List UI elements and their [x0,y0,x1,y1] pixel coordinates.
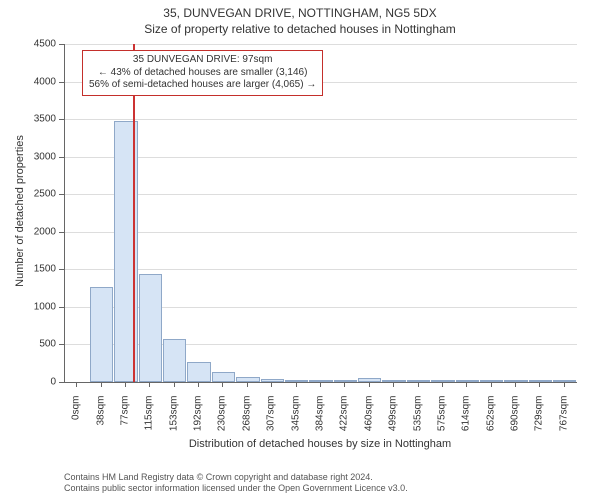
y-tick-label: 0 [24,377,56,388]
x-tick-mark [174,382,175,387]
y-axis-label: Number of detached properties [14,111,26,311]
x-tick-label: 77sqm [119,396,130,446]
bar [212,372,235,382]
gridline [65,119,577,120]
x-tick-label: 614sqm [461,396,472,446]
x-tick-mark [222,382,223,387]
annotation-line: 56% of semi-detached houses are larger (… [89,79,316,92]
gridline [65,157,577,158]
x-tick-label: 0sqm [71,396,82,446]
annotation-line: ← 43% of detached houses are smaller (3,… [89,67,316,80]
x-tick-mark [539,382,540,387]
chart-title-line2: Size of property relative to detached ho… [0,22,600,36]
x-tick-mark [369,382,370,387]
x-tick-label: 767sqm [558,396,569,446]
x-tick-label: 115sqm [144,396,155,446]
gridline [65,269,577,270]
y-tick-mark [59,44,64,45]
bar [163,339,186,382]
x-tick-mark [101,382,102,387]
chart-title-line1: 35, DUNVEGAN DRIVE, NOTTINGHAM, NG5 5DX [0,6,600,20]
x-tick-label: 307sqm [266,396,277,446]
x-tick-mark [564,382,565,387]
x-tick-label: 268sqm [241,396,252,446]
x-tick-label: 535sqm [412,396,423,446]
footnote: Contains HM Land Registry data © Crown c… [64,472,408,494]
x-tick-mark [149,382,150,387]
x-tick-label: 153sqm [168,396,179,446]
y-tick-mark [59,307,64,308]
y-tick-mark [59,119,64,120]
x-tick-mark [466,382,467,387]
y-tick-mark [59,344,64,345]
x-tick-mark [515,382,516,387]
y-tick-label: 4500 [24,39,56,50]
bar [187,362,210,382]
chart-page: 35, DUNVEGAN DRIVE, NOTTINGHAM, NG5 5DX … [0,0,600,500]
y-tick-label: 2000 [24,226,56,237]
gridline [65,44,577,45]
footnote-line: Contains public sector information licen… [64,483,408,494]
gridline [65,232,577,233]
y-tick-mark [59,382,64,383]
x-tick-label: 499sqm [388,396,399,446]
x-tick-mark [247,382,248,387]
x-tick-label: 345sqm [290,396,301,446]
x-tick-mark [125,382,126,387]
x-tick-label: 460sqm [363,396,374,446]
x-tick-label: 422sqm [339,396,350,446]
y-tick-mark [59,157,64,158]
x-tick-label: 230sqm [217,396,228,446]
y-tick-label: 1000 [24,301,56,312]
annotation-line: 35 DUNVEGAN DRIVE: 97sqm [89,54,316,67]
y-tick-label: 3500 [24,114,56,125]
x-tick-mark [296,382,297,387]
y-tick-mark [59,82,64,83]
y-tick-label: 500 [24,339,56,350]
y-tick-label: 2500 [24,189,56,200]
x-tick-mark [418,382,419,387]
x-tick-label: 575sqm [436,396,447,446]
x-tick-mark [320,382,321,387]
bar [90,287,113,382]
x-tick-label: 729sqm [534,396,545,446]
x-tick-label: 652sqm [485,396,496,446]
y-tick-label: 4000 [24,76,56,87]
x-tick-mark [198,382,199,387]
gridline [65,194,577,195]
footnote-line: Contains HM Land Registry data © Crown c… [64,472,408,483]
x-tick-label: 384sqm [315,396,326,446]
x-tick-mark [271,382,272,387]
x-tick-mark [491,382,492,387]
y-tick-mark [59,269,64,270]
x-tick-mark [344,382,345,387]
y-tick-label: 3000 [24,151,56,162]
x-tick-label: 690sqm [510,396,521,446]
x-tick-label: 38sqm [95,396,106,446]
y-tick-mark [59,194,64,195]
x-tick-mark [442,382,443,387]
annotation-box: 35 DUNVEGAN DRIVE: 97sqm← 43% of detache… [82,50,323,96]
x-tick-mark [393,382,394,387]
x-tick-label: 192sqm [193,396,204,446]
x-tick-mark [76,382,77,387]
y-tick-label: 1500 [24,264,56,275]
bar [139,274,162,382]
y-tick-mark [59,232,64,233]
